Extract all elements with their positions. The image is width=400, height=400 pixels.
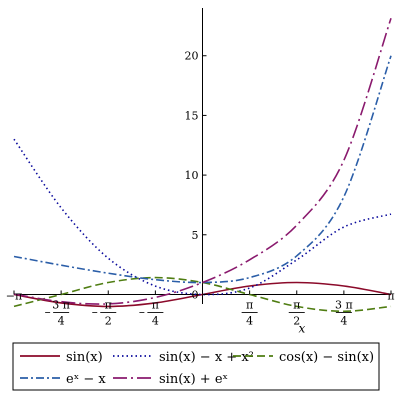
svg-text:3 π: 3 π [335, 298, 353, 311]
svg-text:2: 2 [293, 314, 300, 327]
svg-text:π: π [293, 298, 300, 311]
svg-text:2: 2 [105, 314, 112, 327]
svg-text:4: 4 [246, 314, 253, 327]
svg-text:π: π [105, 298, 112, 311]
y-tick-label: 20 [185, 50, 199, 63]
x-tick-label: π4 [241, 298, 258, 327]
legend-label: sin(x) − x + x² [159, 350, 254, 365]
x-tick-label: 3 π4 [45, 298, 70, 327]
series-line-1 [13, 138, 392, 296]
axes [14, 8, 391, 304]
svg-text:−π: −π [6, 289, 22, 302]
legend-item: sin(x) [20, 350, 103, 365]
y-tick-label: 0 [192, 288, 199, 301]
legend-label: eˣ − x [66, 372, 106, 387]
y-tick-label: 10 [185, 169, 199, 182]
y-tick-label: 5 [192, 229, 199, 242]
legend-item: sin(x) − x + x² [113, 350, 254, 365]
legend-label: cos(x) − sin(x) [279, 350, 374, 365]
svg-text:π: π [246, 298, 253, 311]
y-tick-label: 15 [185, 109, 199, 122]
x-tick-label: −π [6, 289, 22, 302]
x-tick-label: π4 [139, 298, 164, 327]
legend-box [12, 342, 380, 391]
x-tick-label: π2 [92, 298, 117, 327]
legend: sin(x) sin(x) − x + x² cos(x) − sin(x) eˣ −… [12, 342, 380, 391]
legend-item: cos(x) − sin(x) [233, 350, 374, 365]
svg-text:4: 4 [340, 314, 347, 327]
svg-text:π: π [152, 298, 159, 311]
x-tick-label: 3 π4 [335, 298, 353, 327]
x-tick-label: π [387, 289, 394, 302]
x-tick-label: π2 [288, 298, 305, 327]
x-axis-label: x [299, 321, 306, 335]
svg-text:π: π [387, 289, 394, 302]
svg-text:4: 4 [152, 314, 159, 327]
svg-text:3 π: 3 π [52, 298, 70, 311]
series-line-3 [13, 55, 392, 284]
legend-item: eˣ − x [20, 372, 106, 387]
legend-label: sin(x) [66, 350, 103, 365]
legend-label: sin(x) + eˣ [159, 372, 228, 387]
legend-item: sin(x) + eˣ [113, 372, 228, 387]
svg-text:4: 4 [58, 314, 65, 327]
